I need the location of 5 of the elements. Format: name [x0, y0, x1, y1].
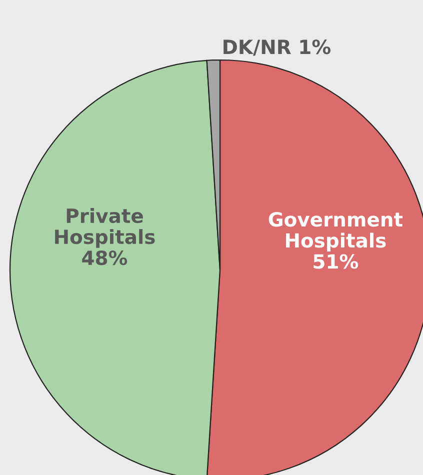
slice-label: Private Hospitals [55, 208, 155, 248]
slice-label: Government Hospitals [268, 212, 403, 252]
data-label: 51% [314, 254, 358, 269]
data-label: 48% [82, 250, 128, 266]
slice-label: DK/NR 1% [224, 40, 331, 56]
